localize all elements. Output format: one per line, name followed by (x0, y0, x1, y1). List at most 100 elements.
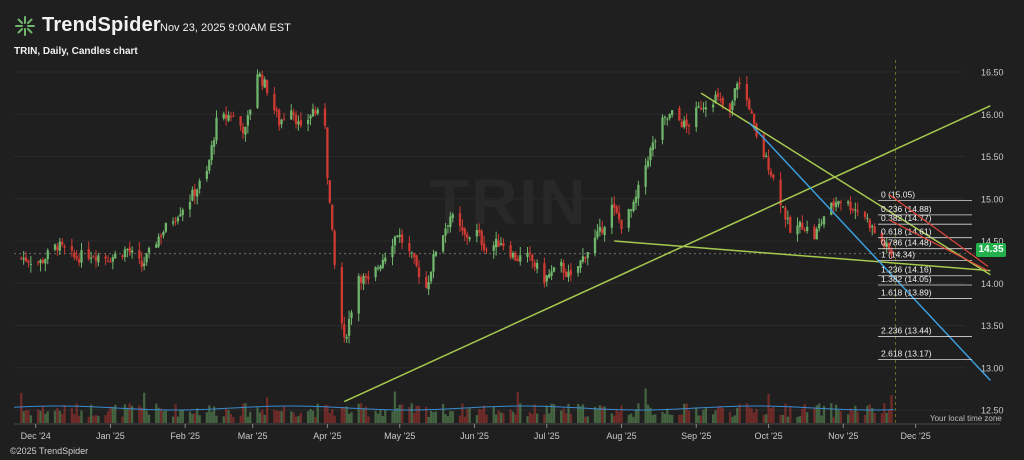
y-tick-label: 16.00 (981, 110, 1004, 120)
volume-bar (883, 403, 886, 423)
volume-bar (475, 415, 479, 423)
candle (61, 238, 64, 248)
volume-bar (738, 404, 741, 423)
volume-bar (104, 415, 107, 423)
volume-bar (311, 410, 315, 423)
volume-bar (796, 416, 799, 423)
volume-bar (123, 404, 127, 423)
candle (196, 188, 199, 205)
volume-bar (340, 407, 344, 423)
candle (256, 69, 259, 110)
volume-bar (613, 415, 616, 423)
volume-bar (114, 404, 117, 423)
volume-bar (815, 405, 818, 423)
volume-bar (820, 415, 823, 423)
candle (441, 235, 445, 254)
volume-bar (179, 409, 182, 423)
green-trendline[interactable] (614, 240, 991, 272)
volume-bar (434, 411, 438, 423)
candle (516, 255, 519, 263)
candle (854, 202, 857, 219)
volume-bar (205, 412, 209, 423)
candle (89, 251, 93, 264)
candle (299, 112, 303, 128)
candle (466, 231, 469, 246)
volume-bar (779, 414, 782, 423)
local-time-label: Your local time zone (930, 414, 1002, 423)
candle (249, 109, 252, 121)
volume-bar (176, 416, 180, 423)
candle (772, 173, 775, 181)
volume-bar (208, 405, 211, 423)
volume-bar (246, 416, 249, 423)
volume-bar (846, 414, 850, 423)
projection-arrow (888, 219, 989, 272)
volume-bar (748, 407, 751, 423)
candle (832, 197, 835, 215)
volume-bar (174, 404, 177, 423)
trendlines (343, 92, 991, 403)
candle (415, 254, 418, 268)
candle (429, 270, 433, 285)
volume-bar (593, 406, 597, 423)
candle (229, 111, 233, 122)
volume-bar (480, 409, 483, 423)
volume-bar (347, 413, 351, 423)
volume-bar (106, 411, 110, 423)
candle (567, 264, 570, 282)
volume-bar (863, 414, 867, 423)
green-trendline[interactable] (700, 92, 991, 276)
candle (613, 196, 616, 216)
volume-bar (569, 413, 573, 423)
volume-bar (514, 414, 517, 423)
candle (548, 269, 551, 279)
volume-bar (586, 416, 589, 423)
volume-bar (398, 404, 401, 423)
volume-bar (198, 415, 201, 423)
x-tick-label: Dec '24 (21, 431, 51, 441)
candle (432, 249, 435, 279)
candle (646, 156, 650, 169)
blue-trendline[interactable] (748, 122, 991, 381)
candle (181, 207, 184, 222)
brand[interactable]: TrendSpider (14, 14, 161, 37)
volume-bar (769, 408, 773, 423)
volume-bar (495, 414, 498, 423)
candle (610, 197, 614, 235)
volume-bar (97, 416, 100, 423)
volume-bar (306, 411, 310, 423)
candle (309, 114, 312, 126)
candle (463, 227, 466, 242)
volume-bar (711, 414, 715, 423)
candle (851, 207, 855, 214)
candle (425, 271, 428, 289)
candle (603, 225, 606, 242)
volume-bar (728, 412, 732, 423)
candle (73, 249, 76, 261)
candle (280, 118, 283, 129)
candle (75, 250, 78, 261)
volume-bar (29, 415, 33, 423)
candle (880, 231, 884, 245)
candle (887, 241, 891, 254)
candle (145, 252, 148, 266)
candle (601, 220, 604, 236)
volume-bar (362, 409, 365, 423)
candle (801, 215, 804, 230)
candle (784, 205, 787, 228)
volume-bar (526, 416, 529, 423)
candle (408, 235, 411, 258)
volume-bar (765, 414, 768, 423)
candle (227, 111, 230, 123)
volume-bar (803, 403, 806, 423)
candle (789, 215, 792, 234)
green-trendline[interactable] (343, 105, 991, 403)
top-bar: TrendSpider Nov 23, 2025 9:00AM EST (0, 0, 1024, 44)
volume-bar (128, 403, 131, 423)
volume-bar (350, 412, 353, 423)
volume-bar (229, 413, 233, 423)
candle (451, 212, 454, 223)
volume-bar (171, 416, 175, 423)
volume-bar (326, 404, 329, 423)
